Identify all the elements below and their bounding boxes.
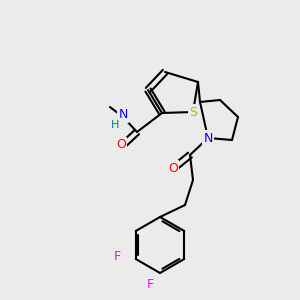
Text: O: O bbox=[116, 139, 126, 152]
Text: N: N bbox=[203, 131, 213, 145]
Text: H: H bbox=[111, 120, 119, 130]
Text: O: O bbox=[168, 161, 178, 175]
Text: F: F bbox=[146, 278, 154, 292]
Text: F: F bbox=[114, 250, 121, 263]
Text: S: S bbox=[189, 106, 197, 118]
Text: N: N bbox=[118, 109, 128, 122]
